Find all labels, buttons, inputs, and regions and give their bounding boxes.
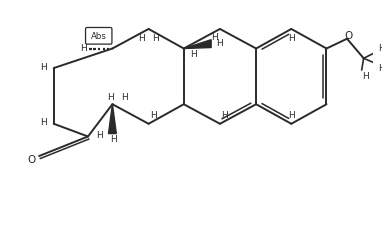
Text: H: H xyxy=(217,39,223,48)
Text: H: H xyxy=(378,44,382,53)
Text: H: H xyxy=(96,131,103,139)
Text: H: H xyxy=(211,33,217,42)
Text: H: H xyxy=(288,34,295,43)
Text: H: H xyxy=(222,111,228,120)
Text: H: H xyxy=(378,63,382,72)
Polygon shape xyxy=(108,105,117,134)
Text: Abs: Abs xyxy=(91,32,107,41)
Text: H: H xyxy=(362,72,369,81)
Text: H: H xyxy=(80,44,86,53)
Text: H: H xyxy=(138,34,145,43)
Polygon shape xyxy=(184,41,211,49)
Text: H: H xyxy=(107,93,114,101)
Text: H: H xyxy=(190,50,197,59)
FancyBboxPatch shape xyxy=(86,28,112,45)
Text: H: H xyxy=(288,111,295,120)
Text: H: H xyxy=(121,93,128,101)
Text: H: H xyxy=(40,118,47,127)
Text: H: H xyxy=(150,111,157,120)
Text: H: H xyxy=(152,34,159,43)
Text: H: H xyxy=(40,62,47,71)
Text: O: O xyxy=(344,31,352,41)
Text: H: H xyxy=(110,134,117,143)
Text: O: O xyxy=(27,154,36,164)
